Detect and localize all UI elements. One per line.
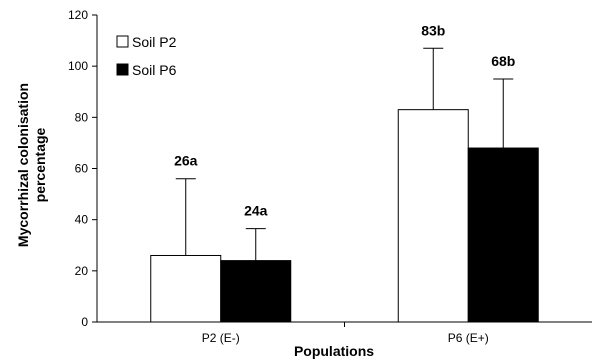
legend-swatch	[116, 35, 129, 48]
x-tick-label: P2 (E-)	[202, 331, 240, 345]
x-axis-title: Populations	[294, 343, 374, 359]
y-tick-label: 60	[75, 162, 89, 176]
legend-label: Soil P2	[132, 34, 177, 50]
bar-soil-p6-1	[220, 260, 292, 323]
y-axis-title-line: percentage	[32, 127, 48, 202]
y-axis-title: Mycorrhizal colonisation percentage	[15, 83, 48, 247]
data-label: 83b	[421, 22, 445, 38]
legend-swatch	[116, 63, 129, 76]
y-tick-label: 100	[68, 59, 88, 73]
bar-soil-p2-1	[150, 254, 222, 323]
data-label: 24a	[244, 203, 268, 219]
y-tick-label: 40	[75, 213, 89, 227]
legend: Soil P2 Soil P6	[116, 34, 177, 78]
y-tick-label: 120	[68, 8, 88, 22]
data-label: 26a	[174, 153, 198, 169]
x-tick-label: P6 (E+)	[448, 331, 489, 345]
bars: 26a 24a 83b 68b	[150, 22, 539, 323]
y-tick-label: 20	[75, 264, 89, 278]
data-label: 68b	[491, 53, 515, 69]
y-axis-title-line: Mycorrhizal colonisation	[15, 83, 31, 247]
x-ticks: P2 (E-) P6 (E+)	[202, 322, 489, 345]
y-tick-label: 0	[81, 315, 88, 329]
y-tick-label: 80	[75, 110, 89, 124]
legend-label: Soil P6	[132, 62, 177, 78]
bar-soil-p2-2	[397, 109, 469, 323]
bar-soil-p6-2	[467, 147, 539, 323]
y-ticks: 0 20 40 60 80 100 120	[68, 8, 97, 329]
